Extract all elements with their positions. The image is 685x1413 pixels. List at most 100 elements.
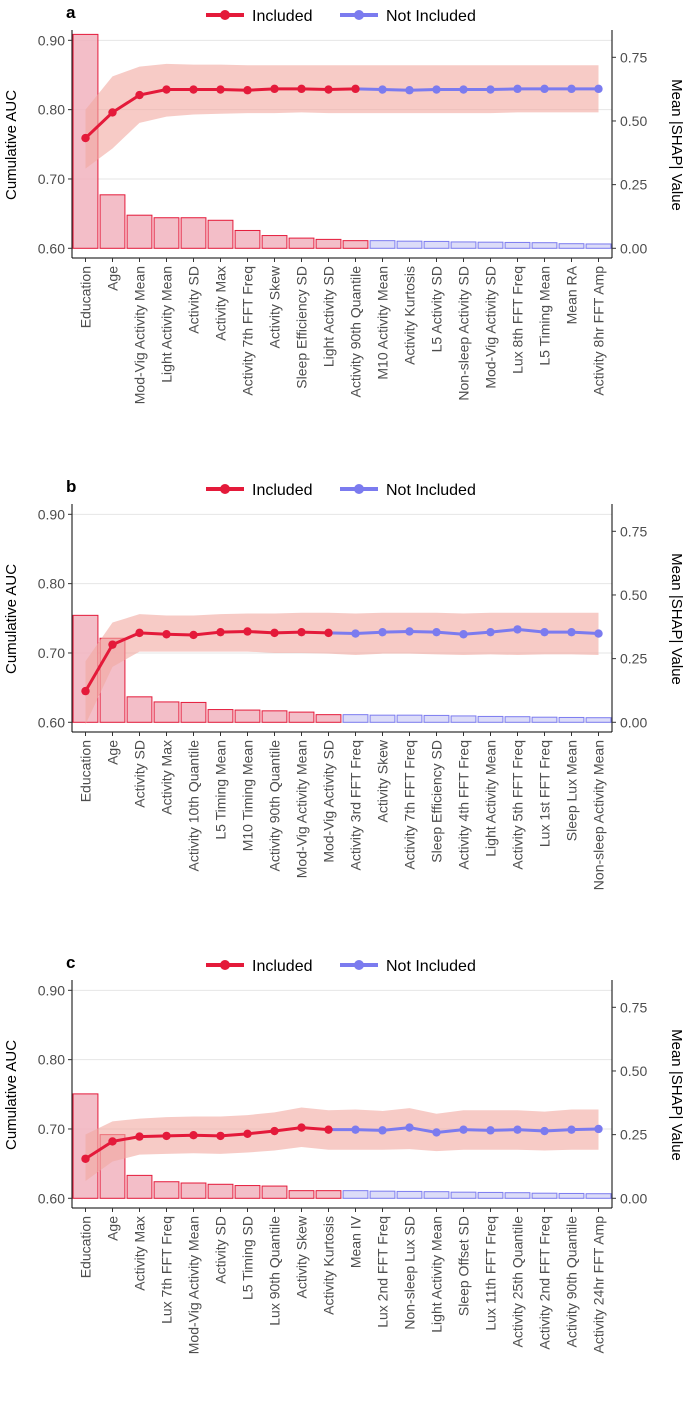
x-tick-label: Activity 4th FFT Freq: [456, 740, 472, 870]
bar-not-included: [450, 241, 477, 249]
auc-point: [459, 630, 468, 639]
auc-point: [405, 627, 414, 636]
bar-included: [234, 229, 261, 249]
x-tick-label: Activity 3rd FFT Freq: [348, 740, 364, 870]
bar-not-included: [423, 714, 450, 723]
x-tick-label: Activity Max: [132, 1216, 148, 1291]
panel-letter: b: [66, 477, 76, 496]
auc-point: [567, 1125, 576, 1134]
x-tick-label: Activity 2nd FFT Freq: [537, 1216, 553, 1350]
left-axis-title: Cumulative AUC: [3, 90, 20, 200]
left-axis-title: Cumulative AUC: [3, 564, 20, 674]
right-tick-label: 0.75: [620, 523, 647, 539]
auc-point: [567, 627, 576, 637]
x-tick-label: Sleep Efficiency SD: [294, 266, 310, 389]
bar-not-included: [369, 240, 396, 249]
bar-included: [261, 235, 288, 249]
x-tick-label: Activity 90th Quantile: [564, 1216, 580, 1348]
x-tick-label: Activity 10th Quantile: [186, 740, 202, 872]
auc-point: [486, 85, 495, 94]
auc-line-not-included: [355, 87, 599, 92]
auc-point: [378, 627, 387, 637]
x-tick-label: Activity SD: [132, 740, 148, 808]
left-tick-label: 0.60: [38, 240, 65, 256]
legend-included-marker: [220, 10, 230, 20]
x-tick-label: Age: [105, 740, 121, 765]
bar-not-included: [450, 715, 477, 723]
bar-not-included: [585, 1193, 612, 1199]
bar-not-included: [477, 1191, 504, 1199]
bar-not-included: [342, 1190, 369, 1199]
auc-ci-ribbon: [85, 1107, 599, 1181]
x-tick-label: Lux 2nd FFT Freq: [375, 1216, 391, 1328]
auc-point: [594, 1124, 603, 1134]
auc-point: [108, 640, 117, 649]
x-tick-label: Non-sleep Activity Mean: [591, 740, 607, 890]
auc-point: [351, 629, 360, 638]
auc-point: [81, 686, 90, 696]
left-tick-label: 0.70: [38, 1121, 65, 1137]
bar-not-included: [504, 241, 531, 249]
auc-point: [270, 84, 279, 94]
auc-point: [513, 84, 522, 94]
auc-point: [324, 628, 333, 638]
left-tick-label: 0.90: [38, 982, 65, 998]
panel-b: b Included Not Included 0.60 0.70 0.80 0.90 0.0…: [3, 477, 685, 890]
legend: Included Not Included: [206, 482, 476, 499]
x-tick-label: Activity 7th FFT Freq: [402, 740, 418, 870]
auc-point: [216, 85, 225, 94]
x-tick-label: Education: [78, 266, 94, 328]
bar-not-included: [396, 714, 423, 723]
auc-point: [135, 628, 144, 638]
auc-point: [189, 1131, 198, 1140]
x-tick-label: Activity Skew: [375, 739, 391, 822]
x-tick-label: L5 Activity SD: [429, 266, 445, 352]
right-tick-label: 0.00: [620, 240, 647, 256]
bar-included: [288, 237, 315, 249]
right-tick-label: 0.75: [620, 49, 647, 65]
x-tick-label: Lux 90th Quantile: [267, 1216, 283, 1326]
legend: Included Not Included: [206, 8, 476, 25]
bar-included: [207, 709, 234, 723]
right-tick-label: 0.50: [620, 113, 647, 129]
auc-point: [162, 630, 171, 639]
bar-included: [234, 709, 261, 723]
auc-point: [162, 1131, 171, 1141]
bar-included: [234, 1185, 261, 1199]
bar-included: [153, 1181, 180, 1199]
auc-point: [162, 85, 171, 94]
x-tick-label: Sleep Efficiency SD: [429, 740, 445, 863]
x-tick-label: Mod-Vig Activity SD: [321, 740, 337, 863]
x-tick-label: L5 Timing Mean: [537, 266, 553, 366]
bar-included: [315, 1190, 342, 1199]
x-tick-label: Activity Kurtosis: [402, 266, 418, 365]
x-tick-label: Activity Skew: [267, 265, 283, 348]
bar-not-included: [558, 243, 585, 249]
left-axis-title: Cumulative AUC: [3, 1040, 20, 1150]
auc-point: [243, 86, 252, 95]
auc-point: [432, 627, 441, 637]
x-tick-label: Activity Max: [213, 266, 229, 341]
auc-ci-ribbon: [85, 63, 599, 169]
auc-point: [324, 1125, 333, 1134]
bar-not-included: [531, 716, 558, 723]
bar-included: [126, 214, 153, 249]
legend-included-marker: [220, 484, 230, 494]
x-tick-label: Activity 24hr FFT Amp: [591, 1216, 607, 1354]
x-tick-label: Lux 1st FFT Freq: [537, 740, 553, 847]
x-tick-label: Education: [78, 740, 94, 802]
auc-point: [405, 1123, 414, 1132]
x-tick-label: Mod-Vig Activity SD: [483, 266, 499, 389]
auc-point: [189, 630, 198, 640]
auc-point: [405, 86, 414, 95]
left-tick-label: 0.70: [38, 645, 65, 661]
left-tick-label: 0.80: [38, 102, 65, 118]
bar-not-included: [504, 716, 531, 723]
bar-not-included: [531, 1192, 558, 1199]
legend-included-marker: [220, 960, 230, 970]
right-tick-label: 0.25: [620, 651, 647, 667]
auc-line-included: [84, 629, 329, 692]
bar-included: [153, 701, 180, 723]
x-tick-label: Lux 7th FFT Freq: [159, 1216, 175, 1324]
